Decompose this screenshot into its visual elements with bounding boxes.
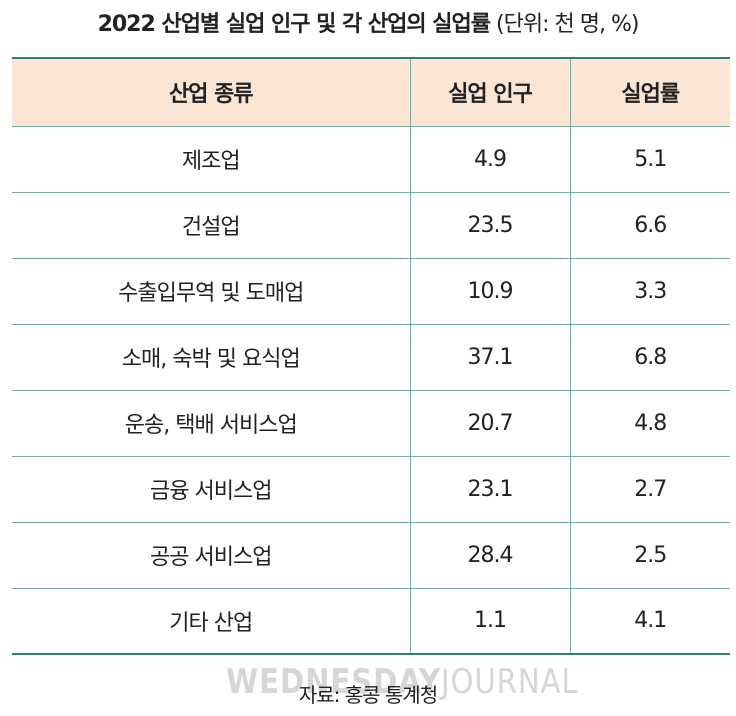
cell-industry: 제조업 (12, 126, 410, 193)
cell-unemployed: 23.1 (409, 456, 570, 523)
cell-industry: 수출입무역 및 도매업 (12, 258, 410, 325)
cell-industry: 소매, 숙박 및 요식업 (12, 324, 410, 391)
table-row: 금융 서비스업 23.1 2.7 (12, 456, 730, 523)
table-body: 제조업 4.9 5.1 건설업 23.5 6.6 수출입무역 및 도매업 10.… (12, 126, 730, 655)
table-row: 건설업 23.5 6.6 (12, 192, 730, 259)
watermark-logo: WEDNESDAYJOURNAL (226, 662, 579, 702)
cell-industry: 운송, 택배 서비스업 (12, 390, 410, 457)
table-row: 기타 산업 1.1 4.1 (12, 588, 730, 655)
cell-rate: 4.1 (569, 588, 730, 655)
source-caption: 자료: 홍콩 통계청 (298, 683, 438, 707)
table-row: 운송, 택배 서비스업 20.7 4.8 (12, 390, 730, 457)
cell-rate: 6.6 (569, 192, 730, 259)
table-row: 제조업 4.9 5.1 (12, 126, 730, 193)
header-industry: 산업 종류 (12, 57, 410, 127)
cell-unemployed: 1.1 (409, 588, 570, 655)
cell-unemployed: 37.1 (409, 324, 570, 391)
cell-rate: 5.1 (569, 126, 730, 193)
cell-unemployed: 4.9 (409, 126, 570, 193)
header-row: 산업 종류 실업 인구 실업률 (12, 57, 730, 127)
unemployment-table: 산업 종류 실업 인구 실업률 제조업 4.9 5.1 건설업 23.5 6.6… (12, 57, 730, 655)
table-row: 소매, 숙박 및 요식업 37.1 6.8 (12, 324, 730, 391)
cell-unemployed: 10.9 (409, 258, 570, 325)
cell-rate: 3.3 (569, 258, 730, 325)
header-unemployed: 실업 인구 (409, 57, 570, 127)
watermark-bold: WEDNESDAY (226, 662, 442, 702)
cell-unemployed: 23.5 (409, 192, 570, 259)
data-table-container: 산업 종류 실업 인구 실업률 제조업 4.9 5.1 건설업 23.5 6.6… (12, 57, 730, 655)
table-row: 수출입무역 및 도매업 10.9 3.3 (12, 258, 730, 325)
cell-industry: 기타 산업 (12, 588, 410, 655)
table-row: 공공 서비스업 28.4 2.5 (12, 522, 730, 589)
table-title: 2022 산업별 실업 인구 및 각 산업의 실업률 (단위: 천 명, %) (0, 6, 736, 38)
table-title-main: 2022 산업별 실업 인구 및 각 산업의 실업률 (97, 12, 491, 37)
watermark-thin: JOURNAL (441, 662, 579, 702)
cell-unemployed: 28.4 (409, 522, 570, 589)
table-header: 산업 종류 실업 인구 실업률 (12, 57, 730, 127)
cell-unemployed: 20.7 (409, 390, 570, 457)
header-rate: 실업률 (569, 57, 730, 127)
cell-rate: 2.7 (569, 456, 730, 523)
cell-industry: 금융 서비스업 (12, 456, 410, 523)
cell-rate: 2.5 (569, 522, 730, 589)
table-title-unit: (단위: 천 명, %) (496, 12, 639, 37)
cell-industry: 건설업 (12, 192, 410, 259)
cell-rate: 4.8 (569, 390, 730, 457)
cell-rate: 6.8 (569, 324, 730, 391)
cell-industry: 공공 서비스업 (12, 522, 410, 589)
